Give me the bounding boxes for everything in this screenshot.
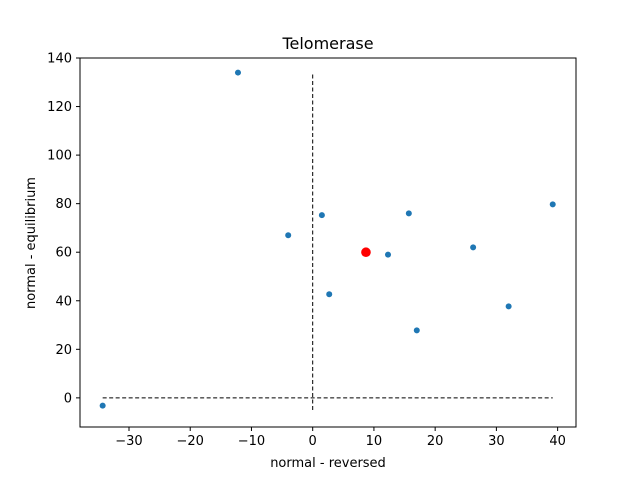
data-point [99, 402, 106, 409]
reference-lines [102, 72, 553, 411]
x-tick-label: 40 [549, 434, 566, 449]
y-tick-label: 120 [47, 100, 72, 115]
data-point [234, 69, 241, 76]
y-axis-ticks: 0 20 40 60 80 100 120 140 [47, 52, 80, 406]
x-tick-label: −20 [177, 434, 204, 449]
data-point [326, 291, 333, 298]
y-tick-label: 0 [64, 391, 72, 406]
x-tick-label: 0 [309, 434, 317, 449]
data-point [318, 212, 325, 219]
x-tick-label: −10 [238, 434, 265, 449]
data-point [405, 210, 412, 217]
highlight-point-group [361, 247, 371, 258]
y-tick-label: 40 [55, 294, 72, 309]
highlight-point [361, 247, 371, 258]
plot-frame [79, 57, 577, 428]
y-tick-label: 20 [55, 343, 72, 358]
x-tick-label: 20 [427, 434, 444, 449]
data-point [385, 251, 392, 258]
y-axis-label: normal - equilibrium [24, 177, 39, 309]
x-tick-label: −30 [115, 434, 142, 449]
y-tick-label: 100 [47, 149, 72, 164]
x-axis-label: normal - reversed [270, 456, 386, 471]
x-tick-label: 10 [366, 434, 383, 449]
y-tick-label: 60 [55, 246, 72, 261]
data-point [285, 232, 292, 239]
data-point [549, 201, 556, 208]
data-point [470, 244, 477, 251]
x-tick-label: 30 [488, 434, 505, 449]
data-point [413, 327, 420, 334]
y-tick-label: 80 [55, 197, 72, 212]
data-points [99, 69, 556, 409]
chart-title: Telomerase [281, 34, 373, 53]
y-tick-label: 140 [47, 52, 72, 67]
data-point [505, 303, 512, 310]
x-axis-ticks: −30 −20 −10 0 10 20 30 40 [115, 427, 566, 449]
